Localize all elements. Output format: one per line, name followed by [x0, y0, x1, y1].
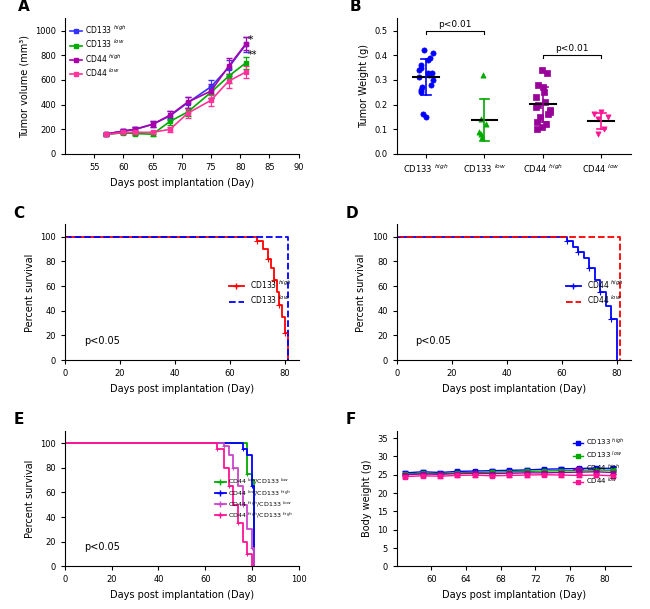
- Text: p<0.01: p<0.01: [439, 19, 472, 29]
- Point: [537, 65, 547, 75]
- X-axis label: Days post implantation (Day): Days post implantation (Day): [110, 590, 254, 600]
- Point: [589, 110, 599, 119]
- Point: [533, 80, 543, 90]
- Point: [542, 68, 552, 77]
- Point: [596, 107, 606, 117]
- Legend: CD133 $^{high}$, CD133 $^{low}$: CD133 $^{high}$, CD133 $^{low}$: [226, 275, 295, 309]
- Text: E: E: [14, 412, 24, 427]
- Point: [418, 110, 428, 119]
- Point: [476, 114, 486, 124]
- Legend: CD133 $^{high}$, CD133 $^{low}$, CD44 $^{high}$, CD44 $^{low}$: CD133 $^{high}$, CD133 $^{low}$, CD44 $^…: [69, 22, 128, 80]
- Point: [428, 75, 438, 85]
- Point: [416, 88, 426, 97]
- Point: [540, 97, 550, 107]
- Point: [428, 48, 438, 58]
- Point: [424, 70, 434, 80]
- Point: [531, 102, 541, 112]
- Point: [417, 82, 427, 92]
- Point: [416, 85, 426, 94]
- Legend: CD44 $^{high}$, CD44 $^{low}$: CD44 $^{high}$, CD44 $^{low}$: [562, 275, 627, 309]
- Point: [603, 112, 613, 122]
- Point: [542, 110, 552, 119]
- Point: [426, 80, 436, 90]
- Point: [415, 63, 426, 72]
- Text: p<0.01: p<0.01: [555, 44, 589, 54]
- Point: [414, 65, 424, 75]
- Point: [540, 119, 551, 129]
- Point: [592, 114, 603, 124]
- Point: [538, 82, 549, 92]
- Text: *: *: [248, 35, 254, 46]
- Y-axis label: Tumor volume (mm³): Tumor volume (mm³): [20, 35, 29, 138]
- Point: [545, 107, 555, 117]
- Point: [599, 124, 609, 134]
- Point: [424, 53, 435, 63]
- Point: [481, 119, 491, 129]
- Point: [422, 55, 433, 65]
- Point: [532, 100, 543, 110]
- X-axis label: Days post implantation (Day): Days post implantation (Day): [441, 590, 586, 600]
- Point: [413, 72, 424, 82]
- Text: p<0.05: p<0.05: [415, 336, 451, 346]
- Point: [477, 132, 488, 141]
- Point: [419, 46, 430, 55]
- Text: **: **: [248, 51, 257, 60]
- Point: [476, 129, 486, 139]
- Point: [415, 60, 426, 70]
- Point: [532, 117, 542, 127]
- Point: [422, 68, 433, 77]
- Text: p<0.05: p<0.05: [84, 542, 120, 552]
- Text: F: F: [345, 412, 356, 427]
- X-axis label: Days post implantation (Day): Days post implantation (Day): [110, 177, 254, 188]
- Y-axis label: Tumor Weight (g): Tumor Weight (g): [359, 44, 369, 128]
- Point: [531, 93, 541, 102]
- Y-axis label: Body weight (g): Body weight (g): [361, 460, 372, 537]
- Text: A: A: [18, 0, 30, 15]
- Legend: CD133 $^{high}$, CD133 $^{low}$, CD44 $^{high}$, CD44 $^{low}$: CD133 $^{high}$, CD133 $^{low}$, CD44 $^…: [570, 434, 627, 490]
- Y-axis label: Percent survival: Percent survival: [356, 253, 367, 331]
- Y-axis label: Percent survival: Percent survival: [25, 459, 34, 538]
- Y-axis label: Percent survival: Percent survival: [25, 253, 34, 331]
- Point: [474, 127, 484, 136]
- Text: B: B: [350, 0, 361, 15]
- Point: [478, 70, 489, 80]
- Point: [532, 124, 542, 134]
- Point: [593, 129, 604, 139]
- Point: [421, 112, 432, 122]
- X-axis label: Days post implantation (Day): Days post implantation (Day): [441, 384, 586, 394]
- Point: [426, 68, 437, 77]
- X-axis label: Days post implantation (Day): Days post implantation (Day): [110, 384, 254, 394]
- Point: [545, 105, 555, 114]
- Point: [539, 88, 549, 97]
- Text: p<0.05: p<0.05: [84, 336, 120, 346]
- Text: C: C: [14, 206, 25, 220]
- Legend: CD44 $^{low}$/CD133 $^{low}$, CD44 $^{low}$/CD133 $^{high}$, CD44 $^{high}$/CD13: CD44 $^{low}$/CD133 $^{low}$, CD44 $^{lo…: [212, 474, 296, 523]
- Text: D: D: [345, 206, 358, 220]
- Point: [535, 112, 545, 122]
- Point: [537, 122, 547, 132]
